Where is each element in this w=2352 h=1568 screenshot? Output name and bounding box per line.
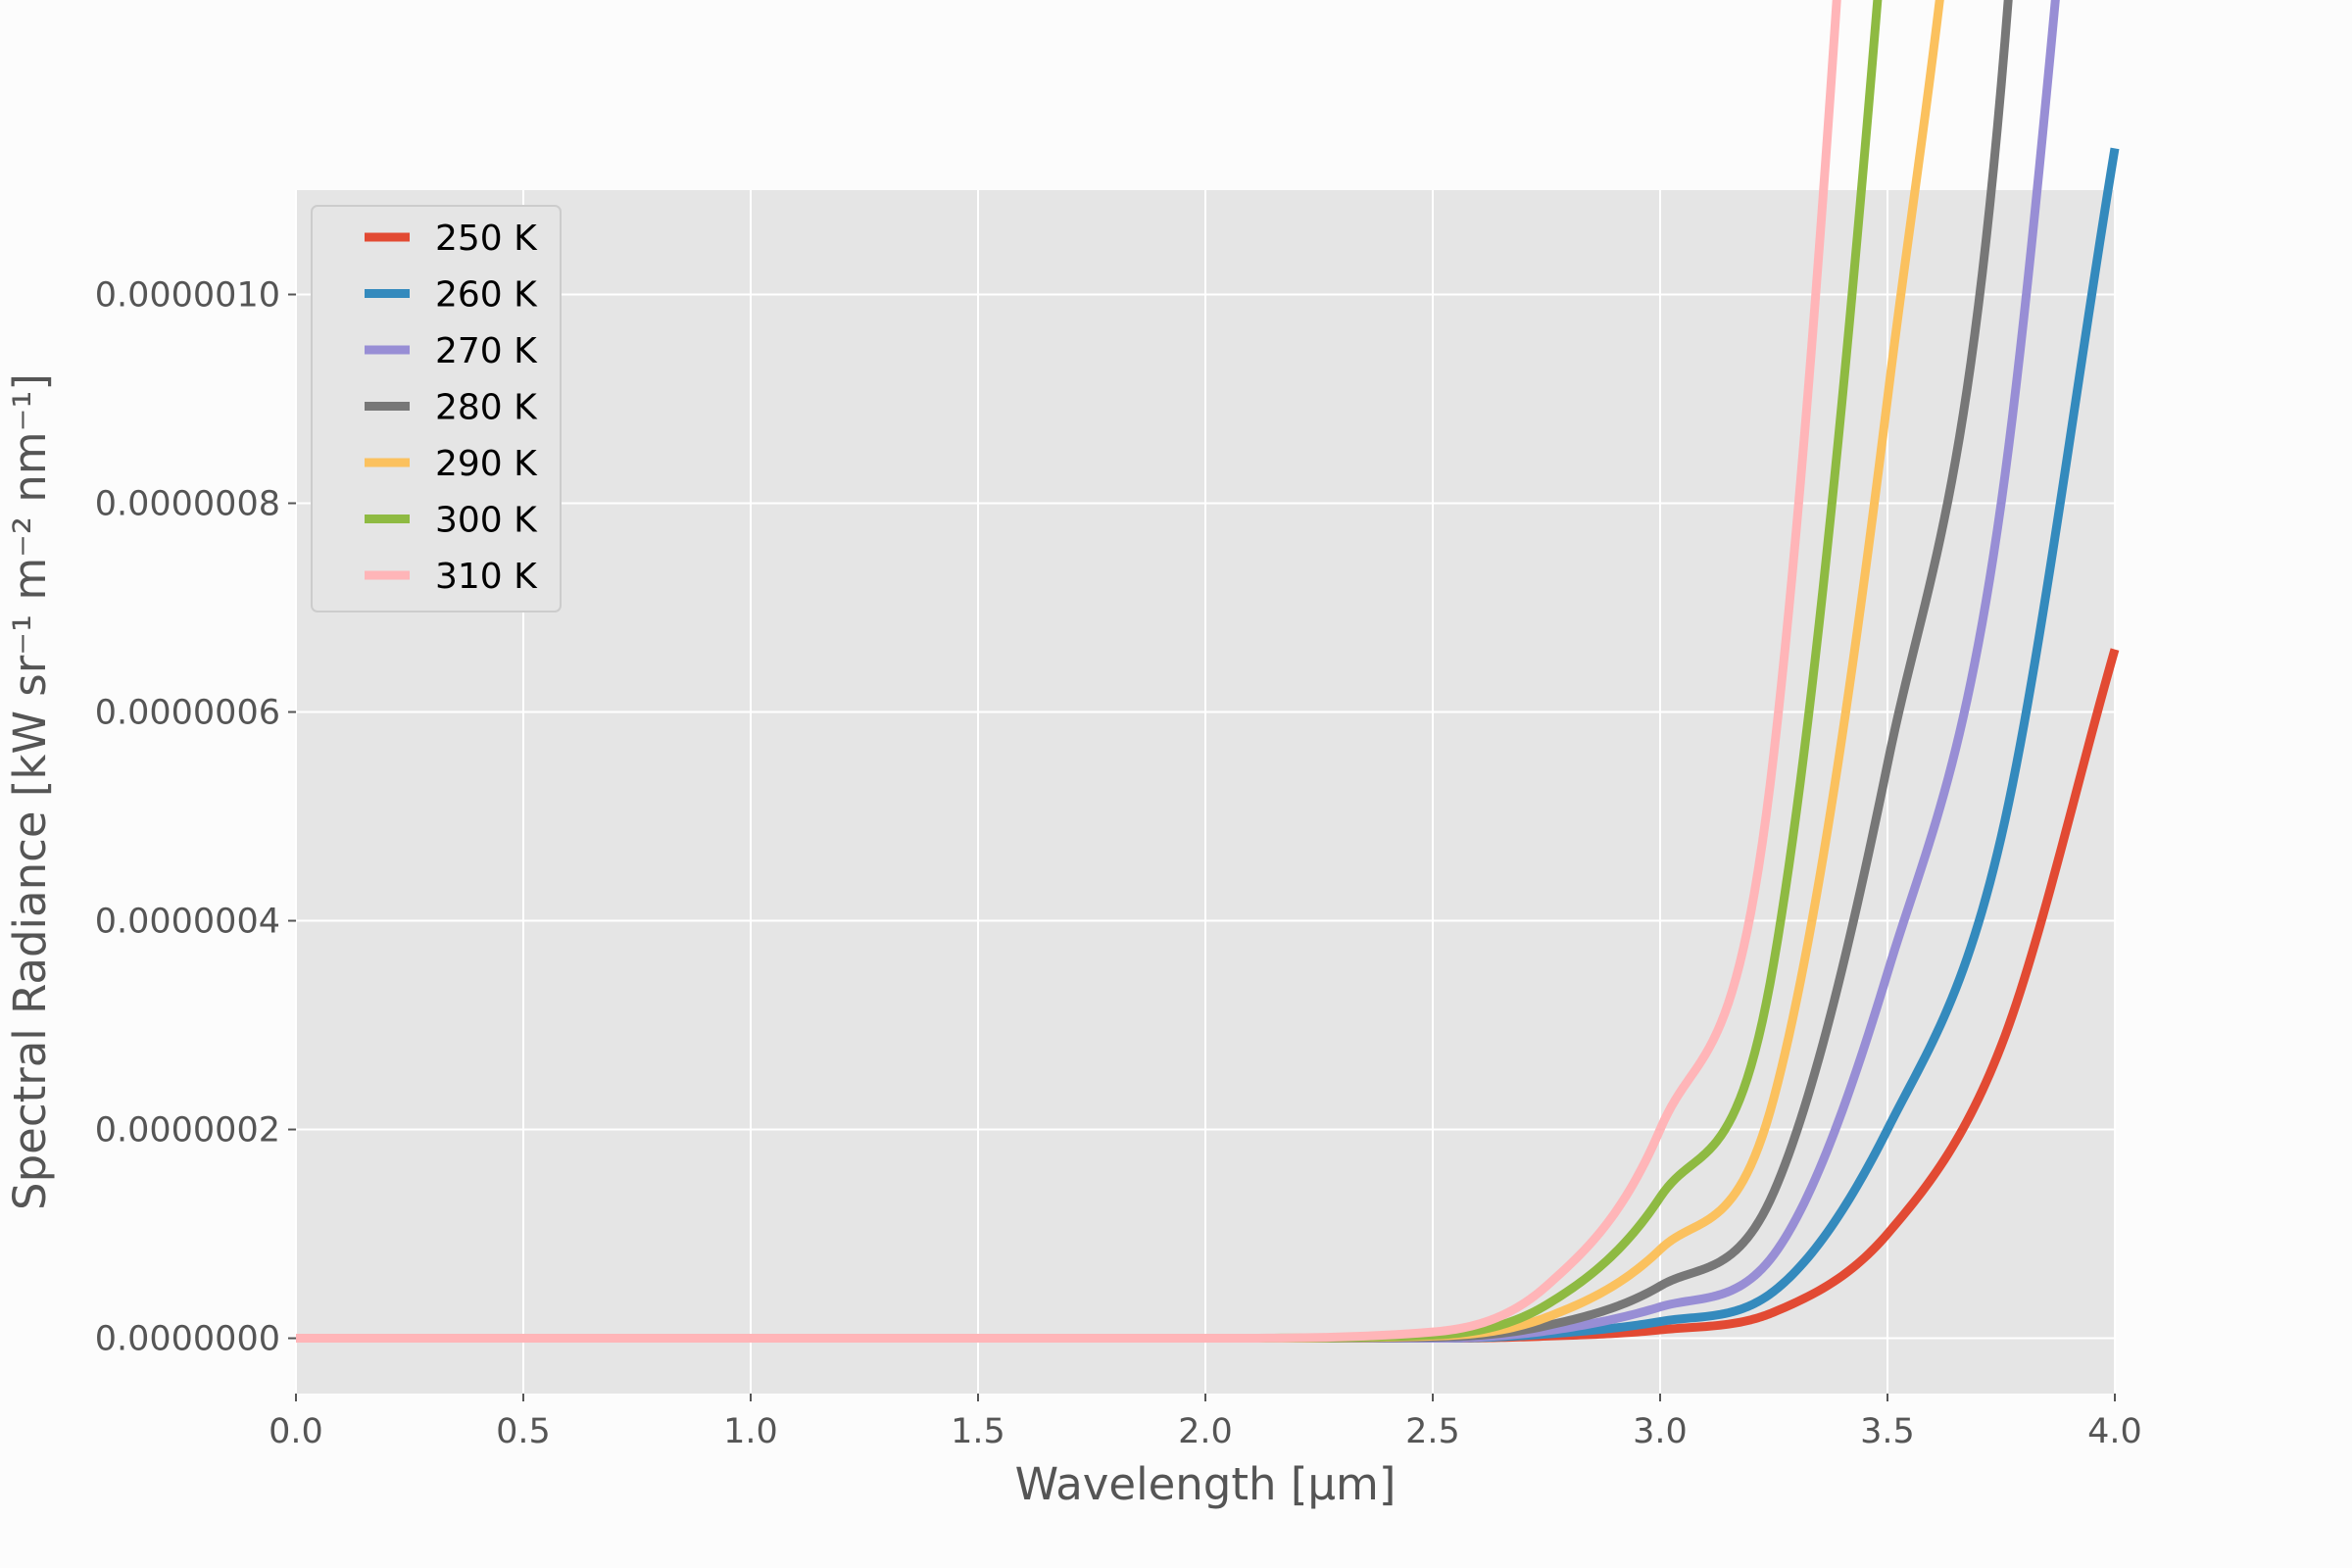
x-tick-label: 2.5 [1405, 1412, 1460, 1451]
x-tick-label: 0.0 [269, 1412, 323, 1451]
x-tick-label: 2.0 [1178, 1412, 1233, 1451]
legend-label: 270 K [435, 331, 538, 371]
legend-label: 280 K [435, 388, 538, 428]
legend-label: 300 K [435, 501, 538, 541]
legend-box [311, 205, 562, 612]
x-axis-label: Wavelength [μm] [1015, 1458, 1396, 1510]
legend-label: 250 K [435, 219, 538, 259]
x-tick-label: 1.5 [951, 1412, 1005, 1451]
x-tick-label: 1.0 [723, 1412, 778, 1451]
x-axis-ticks: 0.0 0.5 1.0 1.5 2.0 2.5 3.0 3.5 4.0 [269, 1394, 2142, 1451]
y-tick-label: 0.0000006 [95, 694, 280, 733]
legend-items: 250 K 260 K 270 K 280 K 290 K 300 K 310 K [365, 219, 538, 597]
y-axis-label: Spectral Radiance [kW sr⁻¹ m⁻² nm⁻¹] [4, 373, 56, 1210]
x-tick-label: 4.0 [2087, 1412, 2142, 1451]
series-lines [296, 0, 2120, 1344]
legend-label: 290 K [435, 444, 538, 484]
y-axis-ticks: 0.0000000 0.0000002 0.0000004 0.0000006 0.00… [95, 276, 296, 1359]
y-tick-label: 0.0000004 [95, 903, 280, 942]
legend-label: 310 K [435, 557, 538, 597]
y-tick-label: 0.0000000 [95, 1320, 280, 1359]
x-tick-label: 0.5 [496, 1412, 551, 1451]
y-tick-label: 0.0000008 [95, 485, 280, 524]
legend: 250 K 260 K 270 K 280 K 290 K 300 K 310 K [311, 205, 562, 612]
y-tick-label: 0.0000010 [95, 276, 280, 316]
series-line-310-k [296, 0, 1841, 1344]
x-tick-label: 3.5 [1860, 1412, 1915, 1451]
y-tick-label: 0.0000002 [95, 1111, 280, 1151]
legend-label: 260 K [435, 275, 538, 316]
x-tick-label: 3.0 [1633, 1412, 1688, 1451]
